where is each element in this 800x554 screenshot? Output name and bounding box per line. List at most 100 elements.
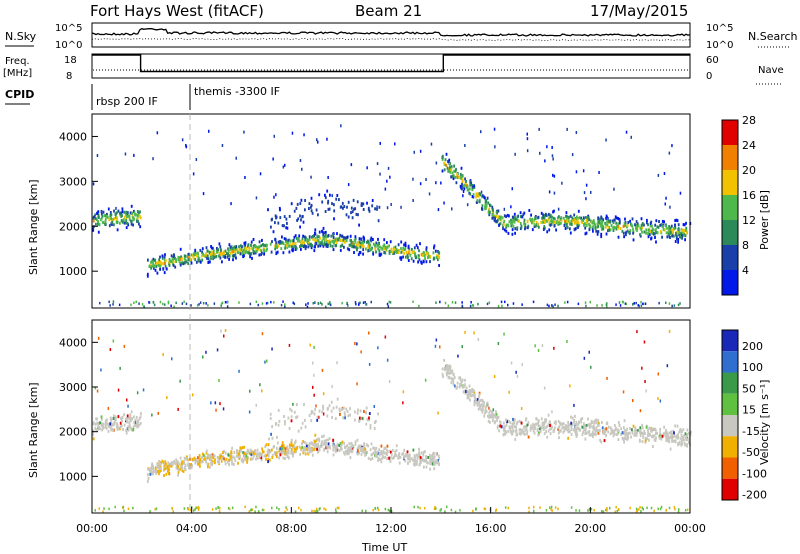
range-gate-cell <box>477 338 480 341</box>
range-gate-cell <box>327 199 330 203</box>
range-gate-cell <box>447 167 450 171</box>
range-gate-cell <box>183 456 186 460</box>
range-gate-cell <box>453 164 455 168</box>
range-gate-cell <box>684 228 687 232</box>
range-gate-cell <box>180 255 183 259</box>
range-gate-cell <box>598 171 600 174</box>
range-gate-cell <box>210 246 213 250</box>
range-gate-cell <box>300 508 302 512</box>
range-gate-cell <box>304 452 307 456</box>
range-gate-cell <box>591 221 594 225</box>
range-gate-cell <box>361 449 364 453</box>
range-gate-cell <box>592 425 594 429</box>
range-gate-cell <box>492 215 495 219</box>
range-gate-cell <box>415 255 417 259</box>
range-gate-cell <box>310 410 313 413</box>
range-gate-cell <box>204 455 207 459</box>
range-gate-cell <box>397 251 400 255</box>
range-gate-cell <box>261 450 264 454</box>
range-gate-cell <box>492 213 494 217</box>
range-gate-cell <box>350 441 353 445</box>
range-gate-cell <box>650 428 653 432</box>
range-gate-cell <box>292 301 294 304</box>
range-gate-cell <box>623 419 626 423</box>
range-gate-cell <box>418 304 420 308</box>
range-gate-cell <box>615 432 618 436</box>
range-gate-cell <box>228 458 230 462</box>
range-gate-cell <box>435 161 438 165</box>
range-gate-cell <box>344 416 346 420</box>
range-gate-cell <box>400 256 403 260</box>
range-gate-cell <box>659 399 662 403</box>
range-gate-cell <box>165 462 167 466</box>
range-gate-cell <box>676 434 679 438</box>
range-gate-cell <box>234 253 237 257</box>
range-gate-cell <box>315 507 318 511</box>
range-gate-cell <box>285 217 288 221</box>
range-gate-cell <box>609 426 612 430</box>
range-gate-cell <box>266 301 269 305</box>
range-gate-cell <box>359 251 362 255</box>
range-gate-cell <box>107 207 110 211</box>
range-gate-cell <box>597 419 600 423</box>
range-gate-cell <box>263 243 265 247</box>
range-gate-cell <box>453 169 456 173</box>
range-gate-cell <box>485 201 488 205</box>
range-gate-cell <box>339 244 342 248</box>
range-gate-cell <box>216 456 219 460</box>
range-gate-cell <box>511 228 514 232</box>
range-gate-cell <box>316 415 319 419</box>
range-gate-cell <box>336 445 338 449</box>
range-gate-cell <box>404 241 407 245</box>
range-gate-cell <box>311 442 314 446</box>
range-gate-cell <box>359 409 362 413</box>
range-gate-cell <box>231 446 233 450</box>
range-gate-cell <box>629 427 631 431</box>
range-gate-cell <box>487 201 490 205</box>
range-gate-cell <box>653 232 656 236</box>
range-gate-cell <box>211 250 213 254</box>
range-gate-cell <box>154 467 157 471</box>
range-gate-cell <box>193 458 195 462</box>
range-gate-cell <box>448 376 451 380</box>
range-gate-cell <box>322 442 325 446</box>
range-gate-cell <box>334 444 337 448</box>
range-gate-cell <box>130 418 132 422</box>
range-gate-cell <box>685 229 688 233</box>
range-gate-cell <box>286 244 288 248</box>
range-gate-cell <box>299 225 301 229</box>
range-gate-cell <box>679 191 682 195</box>
range-gate-cell <box>505 418 507 422</box>
range-gate-cell <box>171 462 174 466</box>
range-gate-cell <box>563 429 566 433</box>
range-gate-cell <box>388 380 391 383</box>
range-gate-cell <box>313 234 316 238</box>
range-gate-cell <box>660 433 663 437</box>
range-gate-cell <box>541 216 543 220</box>
range-gate-cell <box>647 431 649 435</box>
range-gate-cell <box>199 248 202 252</box>
range-gate-cell <box>502 421 505 425</box>
range-gate-cell <box>516 215 519 219</box>
range-gate-cell <box>682 231 684 235</box>
range-gate-cell <box>626 437 629 441</box>
range-gate-cell <box>110 219 113 223</box>
range-gate-cell <box>402 255 404 259</box>
range-gate-cell <box>439 345 441 349</box>
range-gate-cell <box>441 157 444 161</box>
range-gate-cell <box>233 456 236 460</box>
range-gate-cell <box>619 227 622 230</box>
range-gate-cell <box>578 420 580 424</box>
range-gate-cell <box>367 444 369 448</box>
range-gate-cell <box>647 232 649 236</box>
range-gate-cell <box>479 406 481 410</box>
range-gate-cell <box>584 301 587 304</box>
range-gate-cell <box>295 206 298 210</box>
range-gate-cell <box>216 250 218 254</box>
range-gate-cell <box>574 429 576 433</box>
range-gate-cell <box>679 302 681 305</box>
range-gate-cell <box>601 224 604 228</box>
range-gate-cell <box>466 188 469 192</box>
range-gate-cell <box>268 437 270 441</box>
range-gate-cell <box>179 261 182 265</box>
